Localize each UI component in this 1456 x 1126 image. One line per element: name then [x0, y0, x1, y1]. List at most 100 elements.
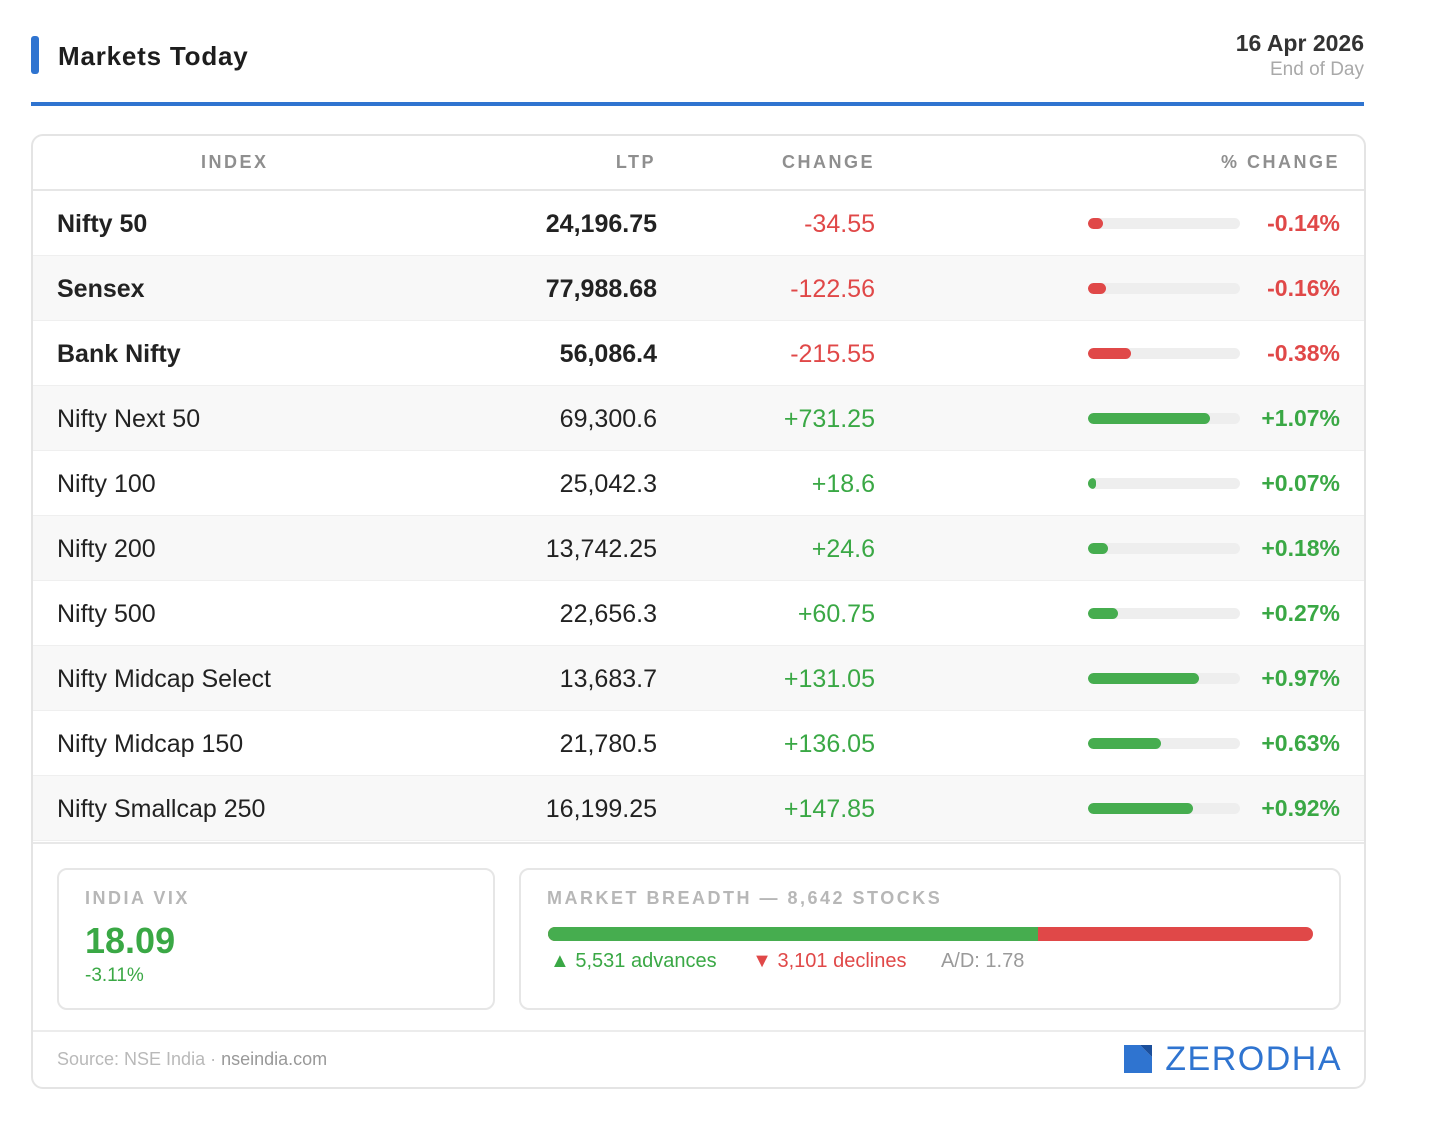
pct-change-bar [1088, 608, 1240, 619]
pct-change-value: -0.16% [1267, 275, 1340, 301]
change-value: +131.05 [783, 665, 875, 693]
pct-change-bar [1088, 348, 1240, 359]
source-link[interactable]: nseindia.com [221, 1049, 328, 1069]
table-row[interactable]: Bank Nifty 56,086.4 -215.55 -0.38% [33, 321, 1364, 386]
column-header-index[interactable]: INDEX [201, 152, 269, 172]
table-row[interactable]: Sensex 77,988.68 -122.56 -0.16% [33, 256, 1364, 321]
table-row[interactable]: Nifty 100 25,042.3 +18.6 +0.07% [33, 451, 1364, 516]
table-row[interactable]: Nifty 50 24,196.75 -34.55 -0.14% [33, 191, 1364, 256]
pct-change-value: +1.07% [1261, 405, 1340, 431]
ltp-value: 56,086.4 [559, 340, 657, 368]
vix-card: INDIA VIX 18.09 -3.11% [57, 868, 495, 1010]
change-value: -34.55 [804, 210, 875, 238]
column-header-change[interactable]: CHANGE [781, 152, 875, 172]
footer: Source: NSE India · nseindia.com ZERODHA [33, 1030, 1364, 1087]
ltp-value: 13,683.7 [559, 665, 657, 693]
pct-change-bar-fill [1088, 543, 1108, 554]
breadth-advance-fill [548, 927, 1038, 941]
date-label: 16 Apr 2026 [1235, 30, 1364, 56]
zerodha-logo-icon [1124, 1045, 1153, 1073]
column-header-pct-change[interactable]: % CHANGE [1220, 152, 1340, 172]
pct-change-bar-fill [1088, 348, 1131, 359]
brand[interactable]: ZERODHA [1124, 1040, 1342, 1078]
table-row[interactable]: Nifty Midcap 150 21,780.5 +136.05 +0.63% [33, 711, 1364, 776]
pct-change-bar-fill [1088, 218, 1104, 229]
pct-change-value: +0.18% [1261, 535, 1340, 561]
pct-change-value: +0.63% [1261, 730, 1340, 756]
change-value: +731.25 [783, 405, 875, 433]
index-name: Nifty 200 [57, 535, 156, 563]
breadth-card: MARKET BREADTH — 8,642 STOCKS ▲ 5,531 ad… [519, 868, 1341, 1010]
breadth-label: MARKET BREADTH — 8,642 STOCKS [547, 888, 943, 908]
change-value: -215.55 [790, 340, 875, 368]
ltp-value: 25,042.3 [559, 470, 657, 498]
pct-change-value: +0.97% [1261, 665, 1340, 691]
ltp-value: 69,300.6 [559, 405, 657, 433]
vix-label: INDIA VIX [85, 888, 190, 908]
table-body: Nifty 50 24,196.75 -34.55 -0.14% Sensex 77,98… [33, 191, 1364, 841]
vix-change: -3.11% [85, 965, 144, 986]
pct-change-bar-fill [1088, 478, 1096, 489]
breadth-stats: ▲ 5,531 advances ▼ 3,101 declines A/D: 1… [550, 950, 1054, 973]
pct-change-bar [1088, 218, 1240, 229]
ltp-value: 13,742.25 [545, 535, 657, 563]
table-row[interactable]: Nifty Next 50 69,300.6 +731.25 +1.07% [33, 386, 1364, 451]
date-block: 16 Apr 2026 End of Day [1236, 30, 1364, 81]
change-value: +147.85 [783, 795, 875, 823]
pct-change-value: -0.14% [1267, 210, 1340, 236]
ltp-value: 77,988.68 [545, 275, 657, 303]
pct-change-bar [1088, 478, 1240, 489]
accent-bar [31, 36, 39, 74]
pct-change-bar-fill [1088, 673, 1199, 684]
markets-card: INDEX LTP CHANGE % CHANGE Nifty 50 24,196… [31, 134, 1366, 1089]
source-note: Source: NSE India · nseindia.com [57, 1049, 327, 1070]
index-name: Nifty 500 [57, 600, 156, 628]
brand-name: ZERODHA [1165, 1040, 1342, 1078]
pct-change-bar [1088, 413, 1240, 424]
index-name: Nifty Next 50 [57, 405, 201, 433]
header: Markets Today 16 Apr 2026 End of Day [31, 30, 1364, 106]
pct-change-bar-fill [1088, 803, 1193, 814]
summary-panels: INDIA VIX 18.09 -3.11% MARKET BREADTH — … [33, 842, 1364, 1032]
column-header-ltp[interactable]: LTP [615, 152, 656, 172]
pct-change-bar [1088, 738, 1240, 749]
table-row[interactable]: Nifty Midcap Select 13,683.7 +131.05 +0.97% [33, 646, 1364, 711]
pct-change-bar-fill [1088, 413, 1210, 424]
change-value: +60.75 [797, 600, 875, 628]
pct-change-value: +0.92% [1261, 795, 1340, 821]
header-divider [31, 102, 1364, 106]
change-value: +24.6 [811, 535, 875, 563]
breadth-bar [548, 927, 1313, 941]
change-value: -122.56 [790, 275, 875, 303]
table-header: INDEX LTP CHANGE % CHANGE [33, 136, 1364, 191]
table-row[interactable]: Nifty 500 22,656.3 +60.75 +0.27% [33, 581, 1364, 646]
advances-count: ▲ 5,531 advances [550, 950, 717, 972]
session-label: End of Day [1270, 59, 1364, 80]
ad-ratio: A/D: 1.78 [940, 950, 1025, 972]
pct-change-bar-fill [1088, 608, 1119, 619]
declines-count: ▼ 3,101 declines [752, 950, 907, 972]
pct-change-bar [1088, 283, 1240, 294]
table-row[interactable]: Nifty 200 13,742.25 +24.6 +0.18% [33, 516, 1364, 581]
change-value: +136.05 [783, 730, 875, 758]
index-name: Nifty Smallcap 250 [57, 795, 266, 823]
index-name: Bank Nifty [57, 340, 181, 368]
pct-change-value: +0.07% [1261, 470, 1340, 496]
ltp-value: 16,199.25 [545, 795, 657, 823]
pct-change-bar-fill [1088, 738, 1161, 749]
source-text: Source: NSE India · [57, 1049, 222, 1069]
index-name: Nifty 100 [57, 470, 156, 498]
pct-change-value: -0.38% [1267, 340, 1340, 366]
index-name: Nifty Midcap 150 [57, 730, 244, 758]
ltp-value: 22,656.3 [559, 600, 657, 628]
pct-change-value: +0.27% [1261, 600, 1340, 626]
table-row[interactable]: Nifty Smallcap 250 16,199.25 +147.85 +0.92% [33, 776, 1364, 841]
page-title: Markets Today [58, 41, 249, 71]
vix-value: 18.09 [85, 920, 176, 961]
pct-change-bar [1088, 803, 1240, 814]
change-value: +18.6 [811, 470, 875, 498]
index-name: Nifty Midcap Select [57, 665, 271, 693]
index-name: Sensex [57, 275, 145, 303]
pct-change-bar-fill [1088, 283, 1107, 294]
pct-change-bar [1088, 543, 1240, 554]
